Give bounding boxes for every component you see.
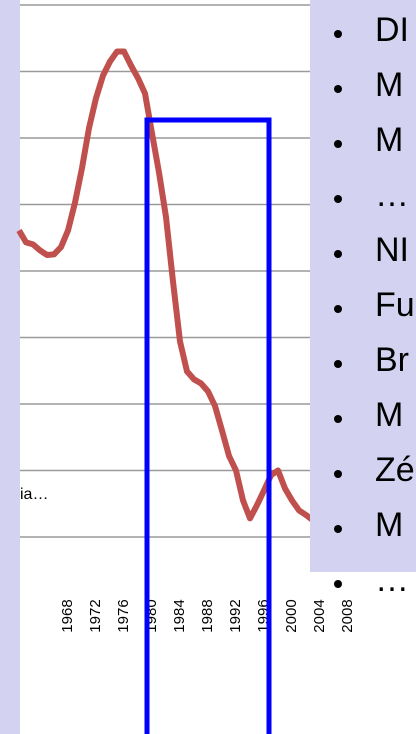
bullet-list: DIMM…NIFuBrMZéM… <box>334 11 415 599</box>
bullet-dot <box>334 415 342 423</box>
bullet-dot <box>334 195 342 203</box>
left-strip <box>0 0 20 734</box>
x-tick-label: 1972 <box>87 599 104 632</box>
series-line <box>16 48 315 523</box>
bullet-dot <box>334 140 342 148</box>
bullet-dot <box>334 470 342 478</box>
bullet-text: Br <box>375 341 409 379</box>
x-tick-label: 2000 <box>283 599 300 632</box>
right-panel <box>310 0 416 572</box>
bullet-text: Fu <box>375 286 415 324</box>
bullet-text: DI <box>375 11 409 49</box>
bullet-text: M <box>375 506 403 544</box>
x-tick-label: 1976 <box>115 599 132 632</box>
bullet-dot <box>334 305 342 313</box>
highlight-box <box>144 117 272 734</box>
x-tick-label: 1988 <box>199 599 216 632</box>
x-tick-label: 1984 <box>171 599 188 632</box>
x-tick-label: 2008 <box>339 599 356 632</box>
bullet-text: M <box>375 66 403 104</box>
legend-label: ia… <box>20 486 48 503</box>
bullet-dot <box>334 85 342 93</box>
bullet-dot <box>334 250 342 258</box>
x-tick-label: 1992 <box>227 599 244 632</box>
bullet-dot <box>334 525 342 533</box>
bullet-text: M <box>375 396 403 434</box>
chart: 1968 1972 1976 1980 1984 1988 1992 1996 2000 2004… <box>16 4 376 633</box>
bullet-text: Zé <box>375 451 415 489</box>
x-tick-label: 2004 <box>311 599 328 632</box>
bullet-text: M <box>375 121 403 159</box>
bullet-dot <box>334 360 342 368</box>
bullet-text: … <box>375 176 409 214</box>
bullet-dot <box>334 580 342 588</box>
x-tick-label: 1968 <box>59 599 76 632</box>
bullet-dot <box>334 30 342 38</box>
bullet-text: … <box>375 561 409 599</box>
bullet-text: NI <box>375 231 409 269</box>
